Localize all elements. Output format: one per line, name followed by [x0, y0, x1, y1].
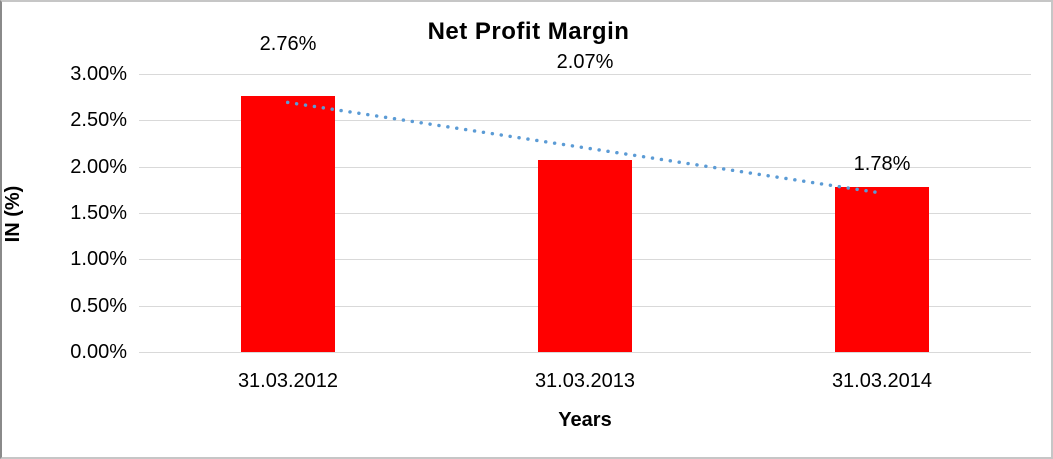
- bar: [835, 187, 929, 352]
- chart-title: Net Profit Margin: [427, 18, 630, 45]
- y-tick-label: 2.50%: [70, 109, 127, 131]
- bar-data-label: 2.07%: [556, 51, 614, 73]
- bar-data-label: 1.78%: [853, 153, 911, 175]
- x-tick-label: 31.03.2013: [534, 370, 636, 392]
- y-tick-label: 3.00%: [70, 63, 127, 85]
- bar: [241, 96, 335, 352]
- gridline: [139, 74, 1031, 75]
- y-tick-label: 0.50%: [70, 295, 127, 317]
- y-tick-label: 2.00%: [70, 156, 127, 178]
- y-tick-label: 1.50%: [70, 202, 127, 224]
- x-tick-label: 31.03.2014: [831, 370, 933, 392]
- bar: [538, 160, 632, 352]
- gridline: [139, 352, 1031, 353]
- x-axis-title: Years: [558, 409, 612, 431]
- x-tick-label: 31.03.2012: [237, 370, 339, 392]
- y-tick-label: 1.00%: [70, 248, 127, 270]
- y-tick-label: 0.00%: [70, 341, 127, 363]
- bar-data-label: 2.76%: [259, 33, 317, 55]
